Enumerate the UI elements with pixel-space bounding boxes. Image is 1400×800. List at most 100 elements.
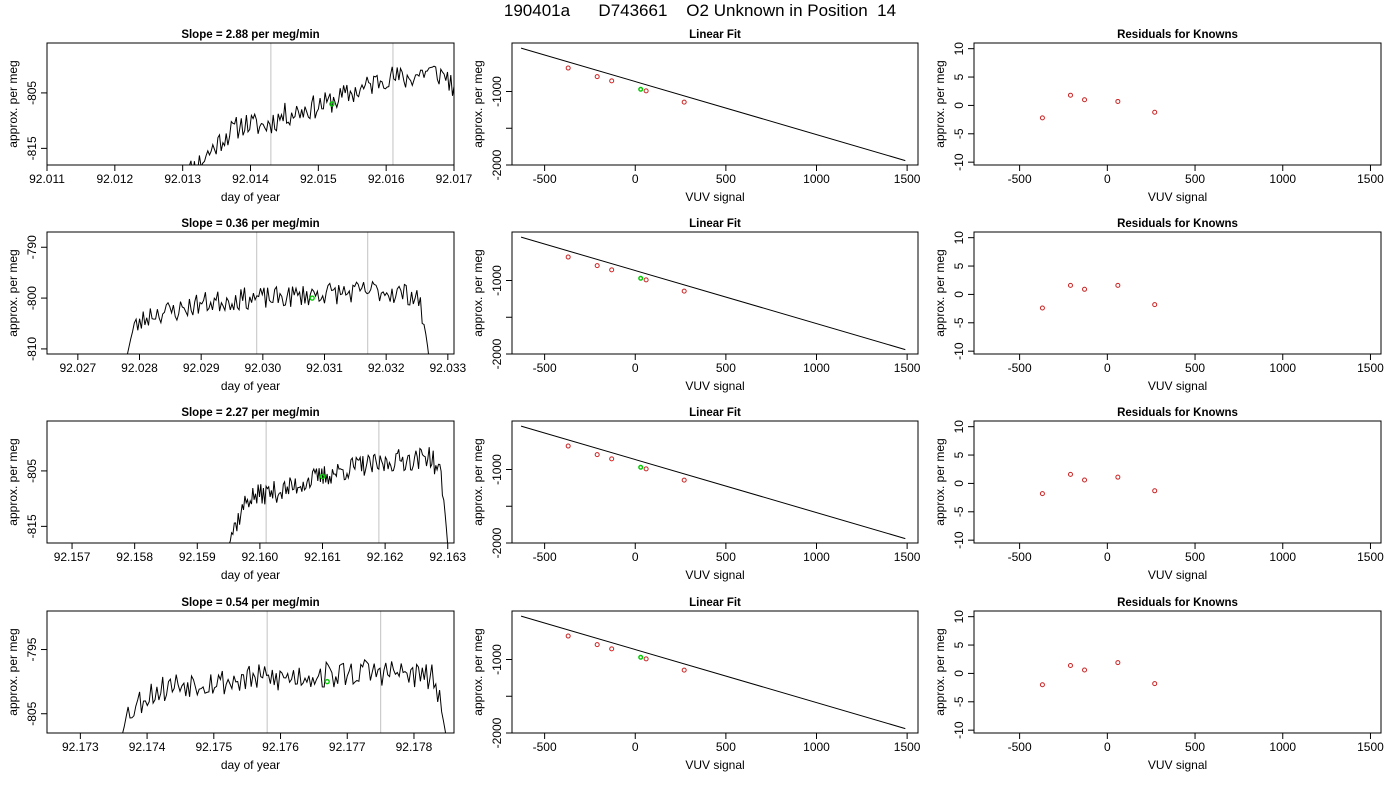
panel-title: Residuals for Knowns: [1117, 218, 1238, 230]
x-tick-label: 92.011: [29, 172, 65, 186]
known-point: [594, 263, 600, 269]
known-point: [681, 667, 687, 673]
x-tick-label: 0: [1104, 550, 1111, 564]
residual-point: [1039, 491, 1045, 497]
residual-point: [1082, 286, 1088, 292]
x-tick-label: 1500: [894, 550, 921, 564]
x-tick-label: 1500: [894, 361, 921, 375]
y-tick-label: 10: [952, 610, 966, 624]
residual-point: [1115, 98, 1121, 104]
y-tick-label: 10: [952, 42, 966, 56]
known-point: [565, 633, 571, 639]
y-tick-label: 0: [952, 480, 966, 487]
x-tick-label: 92.176: [262, 740, 299, 754]
y-axis-label: approx. per meg: [933, 60, 947, 147]
x-tick-label: -500: [533, 361, 557, 375]
x-tick-label: 500: [716, 740, 736, 754]
plot-frame: [511, 610, 919, 734]
plot-area: [1039, 92, 1158, 121]
x-tick-label: -500: [1008, 172, 1032, 186]
residual-point: [1115, 474, 1121, 480]
y-tick-label: 5: [952, 262, 966, 269]
y-tick-label: -790: [25, 235, 39, 259]
x-axis-label: VUV signal: [685, 568, 744, 582]
plot-frame: [511, 420, 919, 544]
known-point: [643, 656, 649, 662]
y-tick-label: -5: [952, 506, 966, 517]
residual-point: [1067, 662, 1073, 668]
y-axis-label: approx. per meg: [933, 249, 947, 336]
residual-point: [1152, 488, 1158, 494]
x-tick-label: 92.031: [306, 361, 343, 375]
x-tick-label: 500: [1185, 550, 1205, 564]
x-tick-label: -500: [533, 550, 557, 564]
x-tick-label: 1000: [803, 740, 830, 754]
x-axis-label: VUV signal: [685, 758, 744, 772]
x-tick-label: 92.174: [129, 740, 166, 754]
y-axis-label: approx. per meg: [471, 438, 485, 525]
residual-point: [1067, 282, 1073, 288]
x-tick-label: 92.017: [436, 172, 473, 186]
x-tick-label: 92.029: [183, 361, 220, 375]
x-tick-label: 500: [716, 550, 736, 564]
fit-line: [520, 425, 906, 540]
y-tick-label: -10: [952, 342, 966, 360]
residual-point: [1115, 282, 1121, 288]
plot-frame: [511, 42, 919, 166]
x-tick-label: 92.012: [96, 172, 133, 186]
unknown-point: [638, 654, 644, 660]
x-tick-label: 92.163: [429, 550, 466, 564]
x-tick-label: 92.033: [429, 361, 466, 375]
plot-frame: [973, 42, 1382, 166]
residual-point: [1152, 681, 1158, 687]
residuals-panel-row-2: Residuals for Knowns -500 0 500 1000 1500 -10 -…: [933, 218, 1384, 393]
x-tick-label: 92.173: [62, 740, 99, 754]
known-point: [681, 99, 687, 105]
signal-trace-line: [126, 280, 429, 354]
x-tick-label: 0: [1104, 361, 1111, 375]
x-tick-label: -500: [1008, 740, 1032, 754]
residual-point: [1082, 477, 1088, 483]
y-axis-label: approx. per meg: [6, 60, 20, 147]
y-tick-label: 0: [952, 670, 966, 677]
x-tick-label: 0: [1104, 740, 1111, 754]
x-axis-label: VUV signal: [1148, 190, 1207, 204]
signal-trace-line: [189, 65, 454, 165]
panel-title: Slope = 0.36 per meg/min: [181, 218, 319, 230]
x-tick-label: 92.162: [367, 550, 404, 564]
x-tick-label: 92.028: [121, 361, 158, 375]
plot-frame: [46, 420, 455, 544]
x-axis-label: day of year: [221, 568, 280, 582]
y-axis-label: approx. per meg: [471, 249, 485, 336]
fit-panel-row-1: Linear Fit -500 0 500 1000 1500 -1000 -2000 VUV …: [471, 29, 921, 204]
fit-panel-row-4: Linear Fit -500 0 500 1000 1500 -1000 -2000 VUV …: [471, 597, 921, 772]
current-point: [309, 295, 315, 301]
residual-point: [1082, 97, 1088, 103]
x-tick-label: 1500: [894, 740, 921, 754]
x-tick-label: -500: [1008, 361, 1032, 375]
x-tick-label: 500: [1185, 361, 1205, 375]
y-tick-label: 0: [952, 291, 966, 298]
x-tick-label: 1000: [1269, 172, 1296, 186]
x-tick-label: 1500: [1357, 550, 1384, 564]
x-axis-label: day of year: [221, 758, 280, 772]
x-tick-label: 1000: [803, 172, 830, 186]
plot-area: [520, 615, 906, 730]
y-tick-label: 5: [952, 641, 966, 648]
y-tick-label: -5: [952, 696, 966, 707]
plot-frame: [973, 231, 1382, 355]
known-point: [594, 642, 600, 648]
trace-panel-row-1: Slope = 2.88 per meg/min 92.011 92.012 92.0…: [6, 29, 473, 204]
x-tick-label: 0: [632, 550, 639, 564]
x-tick-label: 1500: [894, 172, 921, 186]
unknown-point: [638, 275, 644, 281]
x-tick-label: 92.032: [368, 361, 405, 375]
x-tick-label: -500: [533, 740, 557, 754]
x-axis-label: VUV signal: [685, 190, 744, 204]
panel-title: Linear Fit: [689, 407, 741, 419]
plot-frame: [46, 231, 455, 355]
residual-point: [1067, 471, 1073, 477]
trace-panel-row-4: Slope = 0.54 per meg/min 92.173 92.174 92.1…: [6, 597, 455, 772]
panel-title: Linear Fit: [689, 597, 741, 609]
known-point: [681, 477, 687, 483]
